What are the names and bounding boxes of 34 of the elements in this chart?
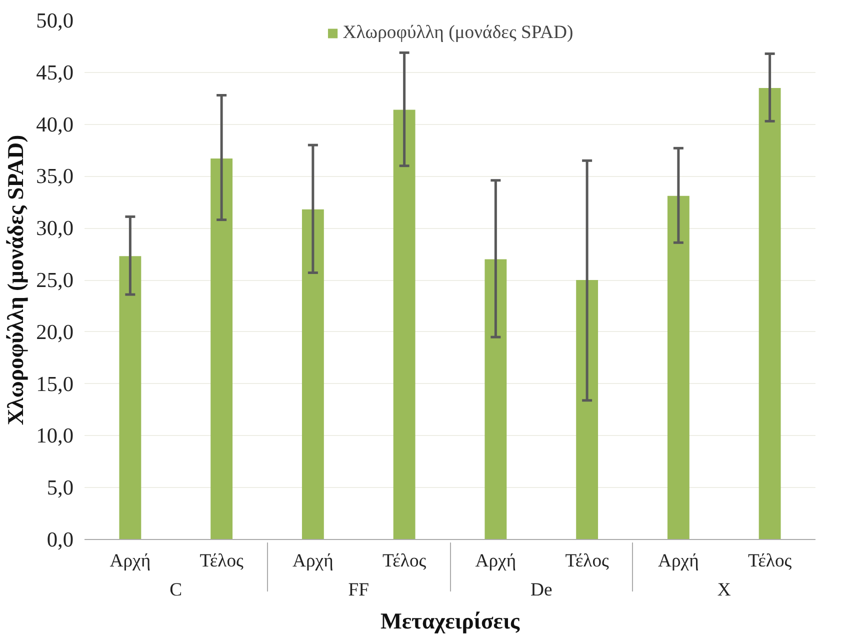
y-tick-label: 10,0 (36, 424, 74, 448)
y-tick-label: 50,0 (36, 8, 74, 32)
y-tick-label: 45,0 (36, 60, 74, 84)
y-tick-label: 25,0 (36, 268, 74, 292)
y-tick-label: 40,0 (36, 112, 74, 136)
y-tick-label: 5,0 (46, 476, 74, 500)
bar (484, 259, 507, 540)
bar (393, 110, 416, 540)
x-tick-label: Τέλος (382, 550, 427, 572)
bar (667, 196, 690, 540)
text: X (717, 580, 732, 600)
y-tick-label: 35,0 (36, 164, 74, 188)
x-tick-label: Αρχή (475, 550, 516, 572)
text: C (170, 580, 182, 600)
x-tick-label: Αρχή (658, 550, 699, 572)
y-tick-label: 0,0 (46, 528, 74, 552)
x-tick-label: Τέλος (200, 550, 244, 572)
legend-label: Χλωροφύλλη (μονάδες SPAD) (342, 22, 574, 44)
text: De (530, 580, 552, 600)
bar (210, 158, 233, 540)
y-tick-label: 30,0 (36, 216, 74, 240)
text: FF (348, 580, 370, 600)
bar (576, 280, 598, 540)
x-tick-label: Τέλος (565, 550, 610, 572)
y-tick-label: 20,0 (36, 320, 74, 344)
x-tick-label: Αρχή (292, 550, 334, 572)
y-axis-title: Χλωροφύλλη (μονάδες SPAD) (3, 134, 28, 426)
x-tick-label: Τέλος (748, 550, 792, 572)
y-tick-label: 15,0 (36, 372, 74, 396)
bar (302, 209, 324, 540)
bar (758, 88, 781, 540)
x-axis-title: Μεταχειρίσεις (380, 608, 520, 634)
x-tick-label: Αρχή (110, 550, 151, 572)
bar (119, 256, 142, 540)
